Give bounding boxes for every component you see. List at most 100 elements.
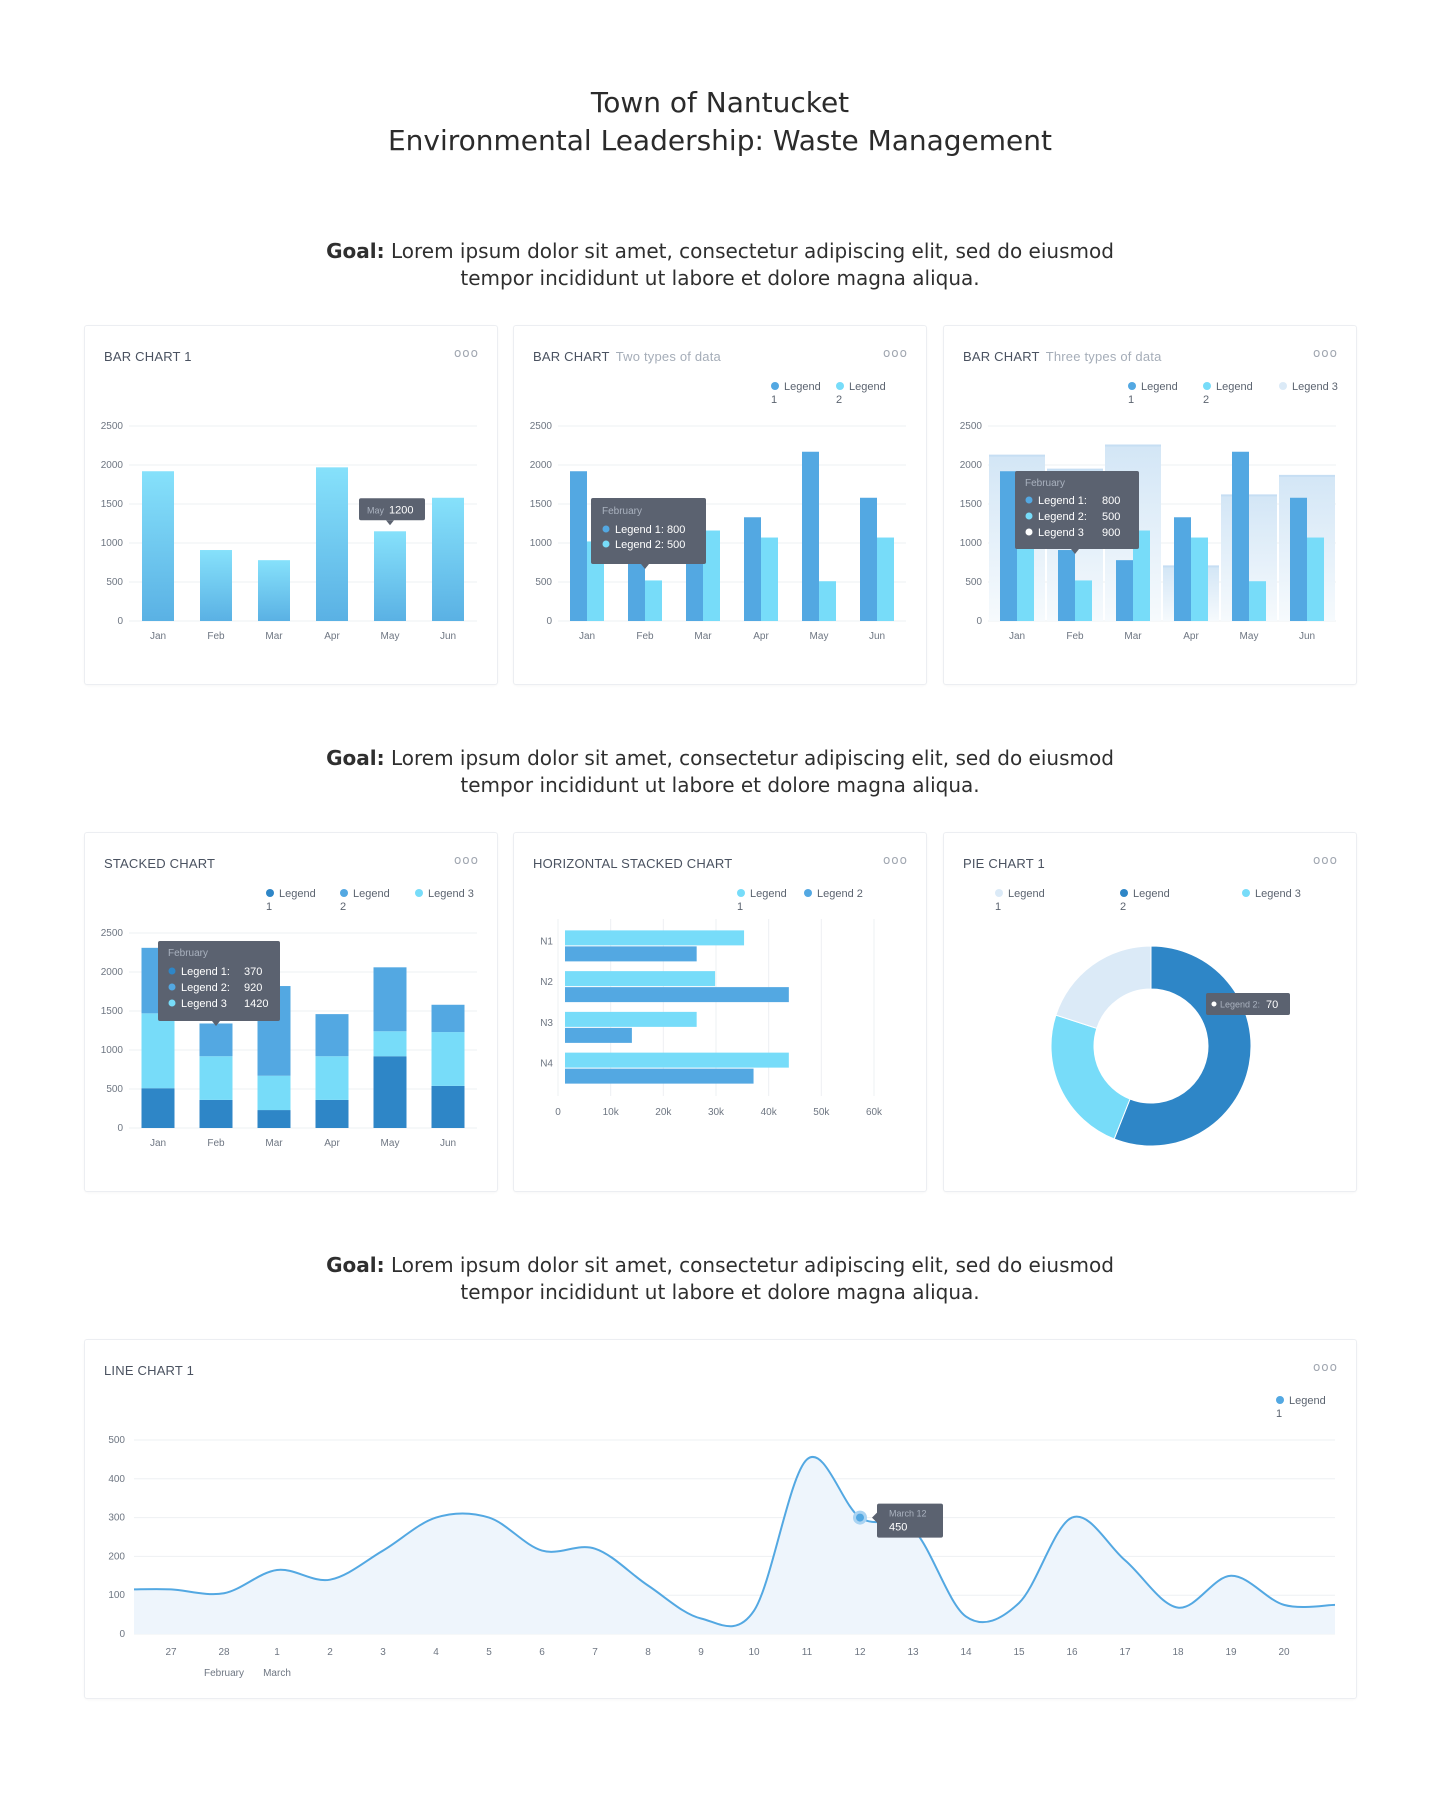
bar-legend-2 [1133, 530, 1150, 621]
x-tick-label: 28 [218, 1647, 230, 1658]
legend-item[interactable]: Legend 2 [1203, 381, 1259, 407]
tooltip-line-value: 370 [244, 966, 262, 978]
x-tick-label: 27 [165, 1647, 177, 1658]
card-title: PIE CHART 1 [963, 856, 1045, 871]
legend-label: Legend 1 [266, 888, 316, 913]
more-options-icon[interactable]: ooo [1312, 1360, 1338, 1374]
tooltip-line-value: 800 [1102, 495, 1120, 507]
card-subtitle: Two types of data [615, 349, 721, 364]
legend-item[interactable]: Legend 1 [995, 888, 1051, 914]
legend-label: Legend 1 [771, 381, 821, 406]
legend-item[interactable]: Legend 2 [1120, 888, 1176, 914]
x-tick-label: 7 [592, 1647, 598, 1658]
tooltip-line-value: 500 [1102, 511, 1120, 523]
bar-legend-1 [802, 451, 819, 621]
area-fill [134, 1456, 1335, 1634]
bar-legend-2 [1191, 537, 1208, 621]
bar [258, 560, 290, 621]
legend-label: Legend 2 [1120, 888, 1170, 913]
x-tick-label: Jun [440, 1138, 456, 1149]
tooltip-line-label: Legend 2: [181, 982, 230, 994]
legend-item[interactable]: Legend 3 [1279, 381, 1349, 394]
bar-segment-legend-3 [141, 1013, 175, 1089]
bar-segment-legend-2 [431, 1004, 465, 1033]
bar-legend-1 [744, 517, 761, 621]
legend-item[interactable]: Legend 1 [771, 381, 827, 407]
y-tick-label: 1500 [960, 499, 983, 510]
bar-legend-1 [1000, 471, 1017, 621]
legend-item[interactable]: Legend 1 [1128, 381, 1184, 407]
goal-text-2: Goal: Lorem ipsum dolor sit amet, consec… [0, 745, 1440, 799]
legend-label: Legend 2 [836, 381, 886, 406]
card-subtitle: Three types of data [1045, 349, 1162, 364]
x-tick-label: 13 [907, 1647, 919, 1658]
x-tick-label: 3 [380, 1647, 386, 1658]
tooltip-line-label: Legend 2: [1038, 511, 1087, 523]
legend-label: Legend 1 [995, 888, 1045, 913]
line-chart-card: 0 100 200 300 400 500 27 28 1 2 3 4 5 6 7 8 9 10 11 12 13 14 1… [84, 1339, 1357, 1699]
more-options-icon[interactable]: ooo [882, 346, 908, 360]
goal-text-3: Goal: Lorem ipsum dolor sit amet, consec… [0, 1252, 1440, 1306]
legend-item[interactable]: Legend 1 [737, 888, 793, 914]
card-title: BAR CHART Three types of data [963, 349, 1162, 364]
legend-item[interactable]: Legend 3 [415, 888, 485, 901]
y-tick-label: 1000 [101, 538, 124, 549]
more-options-icon[interactable]: ooo [882, 853, 908, 867]
bar-chart-1: 0 500 1000 1500 2000 2500 Jan Feb Mar Apr May Jun Ma… [101, 421, 477, 642]
bar-legend-2 [645, 580, 662, 621]
x-tick-label: Feb [207, 1138, 225, 1149]
tooltip-box [1206, 993, 1290, 1015]
y-tick-label: 100 [108, 1590, 125, 1601]
x-tick-label: Feb [207, 631, 225, 642]
x-tick-label: Jun [1299, 631, 1315, 642]
x-tick-label: Mar [1124, 631, 1142, 642]
legend-label: Legend 2 [1203, 381, 1253, 406]
goal-line-1: Lorem ipsum dolor sit amet, consectetur … [390, 239, 1114, 263]
y-tick-label: N4 [540, 1059, 553, 1070]
x-tick-label: 2 [327, 1647, 333, 1658]
goal-line-1: Lorem ipsum dolor sit amet, consectetur … [390, 746, 1114, 770]
legend-item[interactable]: Legend 2 [836, 381, 892, 407]
tooltip-dot [168, 967, 176, 975]
legend-dot [1242, 889, 1250, 897]
bar-segment-legend-2 [199, 1023, 233, 1057]
y-tick-label: 400 [108, 1474, 125, 1485]
more-options-icon[interactable]: ooo [453, 853, 479, 867]
y-tick-label: 300 [108, 1513, 125, 1524]
bar-legend-2 [1307, 537, 1324, 621]
legend-item[interactable]: Legend 2 [804, 888, 874, 901]
tooltip-arrow [386, 520, 394, 526]
legend-item[interactable]: Legend 3 [1242, 888, 1312, 901]
legend-dot [1128, 382, 1136, 390]
bar-legend-2 [703, 530, 720, 621]
x-tick-label: Jun [440, 631, 456, 642]
more-options-icon[interactable]: ooo [1312, 853, 1338, 867]
goal-line-1: Lorem ipsum dolor sit amet, consectetur … [390, 1253, 1114, 1277]
legend-item[interactable]: Legend 1 [1276, 1395, 1332, 1421]
x-tick-label: Feb [1066, 631, 1084, 642]
tooltip: Legend 2: 70 [1206, 993, 1290, 1015]
more-options-icon[interactable]: ooo [453, 346, 479, 360]
bar-legend-2 [565, 1068, 754, 1084]
legend-dot [737, 889, 745, 897]
bar-legend-2 [565, 1027, 632, 1043]
bar-segment-legend-1 [141, 1088, 175, 1128]
tooltip-title: February [168, 948, 208, 959]
more-options-icon[interactable]: ooo [1312, 346, 1338, 360]
legend-item[interactable]: Legend 2 [340, 888, 396, 914]
tooltip-dot [1025, 512, 1033, 520]
tooltip-line-value: 900 [1102, 527, 1120, 539]
y-tick-label: N1 [540, 936, 553, 947]
tooltip-arrow [641, 564, 649, 569]
bar-legend-1 [1290, 497, 1307, 621]
x-tick-label: Jan [1009, 631, 1025, 642]
x-tick-label: 6 [539, 1647, 545, 1658]
x-tick-label: 10k [603, 1107, 620, 1118]
legend-item[interactable]: Legend 1 [266, 888, 322, 914]
tooltip-box [158, 941, 280, 1021]
y-tick-label: 2000 [530, 460, 553, 471]
tooltip-arrow [872, 1512, 877, 1523]
y-tick-label: 500 [106, 1084, 123, 1095]
x-tick-label: Jun [869, 631, 885, 642]
